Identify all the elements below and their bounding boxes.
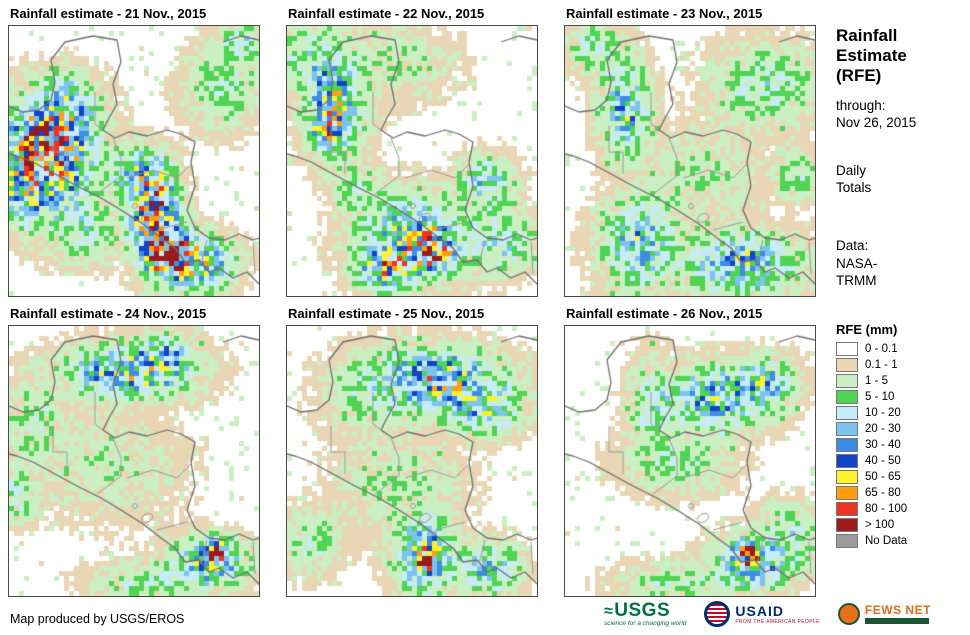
fews-globe-icon	[837, 603, 860, 626]
period-text: Daily Totals	[836, 162, 872, 196]
map-panel: Rainfall estimate - 25 Nov., 2015	[286, 306, 538, 597]
rainfall-map-canvas	[8, 325, 260, 597]
map-panel-title: Rainfall estimate - 21 Nov., 2015	[10, 6, 207, 21]
legend-item: 65 - 80	[836, 486, 964, 501]
legend-swatch	[836, 486, 858, 501]
legend-item: 80 - 100	[836, 502, 964, 517]
map-panel: Rainfall estimate - 22 Nov., 2015	[286, 6, 538, 297]
logo-strip: ≈USGS science for a changing world USAID…	[604, 601, 949, 628]
map-panel: Rainfall estimate - 23 Nov., 2015	[564, 6, 816, 297]
legend-item: No Data	[836, 534, 964, 549]
through-date: Nov 26, 2015	[836, 115, 917, 131]
map-panel: Rainfall estimate - 21 Nov., 2015	[8, 6, 260, 297]
legend-swatch	[836, 502, 858, 517]
legend-swatch	[836, 422, 858, 437]
rainfall-map-canvas	[8, 25, 260, 297]
usgs-wave-icon: ≈	[604, 603, 614, 620]
fews-net-logo: FEWS NET	[837, 603, 931, 626]
legend-item: > 100	[836, 518, 964, 533]
through-label: through:	[836, 98, 886, 114]
legend-item: 40 - 50	[836, 454, 964, 469]
legend-item: 50 - 65	[836, 470, 964, 485]
map-panel-title: Rainfall estimate - 23 Nov., 2015	[566, 6, 763, 21]
legend-item: 0.1 - 1	[836, 358, 964, 373]
rainfall-map-canvas	[564, 325, 816, 597]
map-panel: Rainfall estimate - 24 Nov., 2015	[8, 306, 260, 597]
usaid-seal-icon	[704, 601, 731, 628]
legend-swatch	[836, 390, 858, 405]
map-grid: Rainfall estimate - 21 Nov., 2015 Rainfa…	[8, 6, 816, 606]
map-panel-title: Rainfall estimate - 26 Nov., 2015	[566, 306, 763, 321]
legend-swatch	[836, 518, 858, 533]
legend-swatch	[836, 438, 858, 453]
fews-net-banner	[864, 618, 929, 625]
info-sidebar: Rainfall Estimate (RFE) through: Nov 26,…	[836, 26, 964, 551]
legend-item: 5 - 10	[836, 390, 964, 405]
legend-item: 1 - 5	[836, 374, 964, 389]
rainfall-map-canvas	[286, 325, 538, 597]
legend-swatch	[836, 470, 858, 485]
legend: RFE (mm) 0 - 0.1 0.1 - 1 1 - 5 5 - 10 10…	[836, 321, 964, 549]
map-panel: Rainfall estimate - 26 Nov., 2015	[564, 306, 816, 597]
legend-item: 20 - 30	[836, 422, 964, 437]
map-panel-title: Rainfall estimate - 22 Nov., 2015	[288, 6, 485, 21]
through-text: through: Nov 26, 2015	[836, 98, 964, 132]
data-source-text: Data: NASA- TRMM	[836, 237, 878, 289]
legend-swatch	[836, 374, 858, 389]
map-panel-title: Rainfall estimate - 25 Nov., 2015	[288, 306, 485, 321]
legend-swatch	[836, 342, 858, 357]
legend-item: 10 - 20	[836, 406, 964, 421]
usaid-tagline: FROM THE AMERICAN PEOPLE	[735, 618, 820, 625]
usgs-logo: ≈USGS science for a changing world	[604, 600, 687, 627]
map-row-top: Rainfall estimate - 21 Nov., 2015 Rainfa…	[8, 6, 816, 297]
legend-swatch	[836, 454, 858, 469]
map-credit: Map produced by USGS/EROS	[10, 612, 185, 626]
legend-swatch	[836, 534, 858, 549]
rainfall-map-canvas	[286, 25, 538, 297]
map-panel-title: Rainfall estimate - 24 Nov., 2015	[10, 306, 207, 321]
map-row-bottom: Rainfall estimate - 24 Nov., 2015 Rainfa…	[8, 306, 816, 597]
legend-title: RFE (mm)	[836, 321, 898, 337]
legend-item: 0 - 0.1	[836, 342, 964, 357]
usgs-tagline: science for a changing world	[604, 620, 687, 627]
legend-swatch	[836, 358, 858, 373]
rainfall-map-canvas	[564, 25, 816, 297]
usaid-logo: USAID FROM THE AMERICAN PEOPLE	[704, 601, 820, 628]
page-title: Rainfall Estimate (RFE)	[836, 26, 907, 86]
legend-item: 30 - 40	[836, 438, 964, 453]
legend-swatch	[836, 406, 858, 421]
